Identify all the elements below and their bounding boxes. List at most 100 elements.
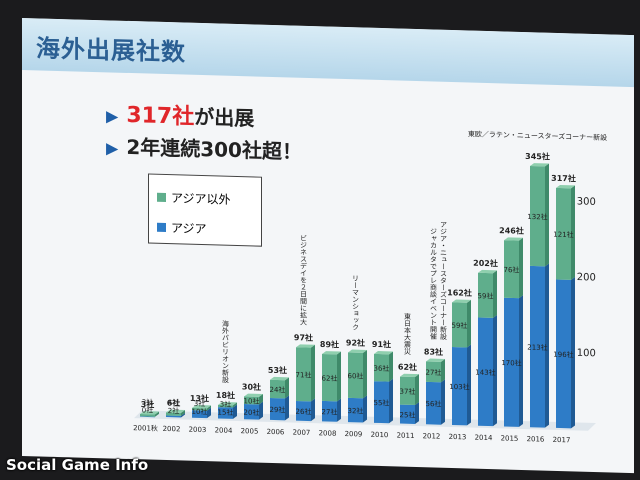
bar-top (322, 351, 341, 355)
total-value-label: 13社 (190, 393, 209, 404)
asia-value-label: 26社 (296, 407, 312, 416)
bar-other (400, 376, 415, 406)
x-tick-label: 2002 (163, 425, 181, 433)
bar-other (244, 396, 259, 405)
bar-other (348, 352, 363, 399)
total-value-label: 91社 (372, 339, 391, 350)
bar-other (504, 240, 519, 299)
bar-asia (556, 279, 571, 429)
bar-top (218, 401, 237, 406)
bar-other-side (467, 299, 471, 348)
annotation-text: 東日本大震災 (404, 312, 412, 355)
bar-asia-side (571, 277, 575, 429)
other-value-label: 62社 (322, 373, 338, 382)
bar-top (140, 411, 159, 415)
bar-other (192, 407, 207, 411)
bar-other-side (545, 163, 549, 267)
bar-asia (478, 317, 493, 427)
bar-top (348, 349, 367, 353)
annotation-text: 海外パビリオン新設 (222, 319, 230, 384)
total-value-label: 83社 (424, 346, 443, 357)
bar-top (452, 299, 471, 303)
x-tick-label: 2010 (371, 431, 389, 439)
x-tick-label: 2017 (553, 436, 571, 444)
asia-value-label: 170社 (501, 358, 521, 368)
x-tick-label: 2006 (267, 428, 285, 437)
bar-asia (426, 381, 441, 425)
site-watermark: Social Game Info (6, 456, 149, 474)
asia-value-label: 27社 (322, 407, 338, 416)
x-tick-label: 2005 (241, 427, 259, 435)
bar-top (244, 393, 263, 397)
total-value-label: 6社 (167, 398, 181, 408)
other-value-label: 27社 (426, 368, 442, 377)
annotation-text: ジャカルタでプレ商談イベント開催 (430, 228, 438, 341)
other-value-label: 60社 (348, 371, 364, 380)
bar-asia (192, 410, 207, 419)
annotation-text: ビジネスデイを２日間に拡大 (300, 234, 308, 326)
bar-other-side (389, 351, 393, 382)
bar-asia (374, 381, 389, 424)
other-value-label: 59社 (478, 291, 494, 300)
bar-top (374, 351, 393, 355)
asia-value-label: 0社 (142, 405, 153, 414)
total-value-label: 62社 (398, 362, 417, 373)
asia-value-label: 15社 (218, 407, 234, 416)
total-value-label: 3社 (141, 399, 155, 409)
annotation-text: リーマンショック (352, 275, 360, 331)
bar-other (166, 412, 181, 416)
bar-asia (244, 404, 259, 420)
total-value-label: 345社 (525, 151, 550, 162)
bar-other (140, 414, 155, 417)
y-tick-label: - 200 (570, 272, 596, 284)
bar-top (426, 358, 445, 362)
asia-value-label: 103社 (449, 382, 469, 392)
y-tick-label: - 300 (570, 196, 596, 208)
bar-asia (530, 265, 545, 428)
other-value-label: 36社 (374, 364, 390, 373)
bar-other-side (415, 374, 419, 406)
x-tick-label: 2013 (449, 433, 467, 441)
bar-asia (140, 416, 155, 418)
total-value-label: 53社 (268, 365, 287, 376)
bar-asia (296, 400, 311, 422)
bar-other-side (337, 351, 341, 402)
bar-asia (166, 415, 181, 418)
bar-top (270, 376, 289, 381)
bar-top (192, 405, 211, 409)
bar-top (478, 269, 497, 274)
x-tick-label: 2011 (397, 431, 415, 439)
asia-value-label: 196社 (553, 350, 573, 360)
other-value-label: 132社 (527, 212, 547, 222)
total-value-label: 97社 (294, 332, 313, 343)
bar-other (530, 165, 545, 267)
bar-other (556, 187, 571, 280)
bar-other-side (259, 394, 263, 405)
bar-other-side (207, 405, 211, 411)
other-value-label: 121社 (553, 230, 573, 240)
other-value-label: 24社 (270, 385, 286, 394)
asia-value-label: 20社 (244, 408, 260, 417)
bar-other-side (493, 270, 497, 318)
bar-other (322, 353, 337, 402)
other-value-label: 4社 (168, 398, 179, 407)
bar-other (426, 361, 441, 383)
bar-other (270, 379, 285, 399)
bar-asia-side (545, 263, 549, 428)
bar-asia-side (415, 402, 419, 424)
bar-top (400, 373, 419, 378)
bar-asia-side (363, 395, 367, 423)
total-value-label: 317社 (551, 173, 576, 184)
x-tick-label: 2008 (319, 429, 337, 437)
bar-asia (504, 297, 519, 427)
bar-other-side (233, 402, 237, 408)
bar-asia-side (285, 395, 289, 421)
y-tick-label: - 100 (570, 348, 596, 360)
bar-asia (452, 347, 467, 426)
x-tick-label: 2003 (189, 426, 207, 434)
other-value-label: 3社 (220, 400, 231, 409)
x-tick-label: 2007 (293, 429, 311, 437)
x-tick-label: 2012 (423, 432, 441, 440)
annotation-text: 東欧／ラテン・ニュースターズコーナー新設 (468, 129, 607, 142)
bar-asia-side (337, 398, 341, 422)
